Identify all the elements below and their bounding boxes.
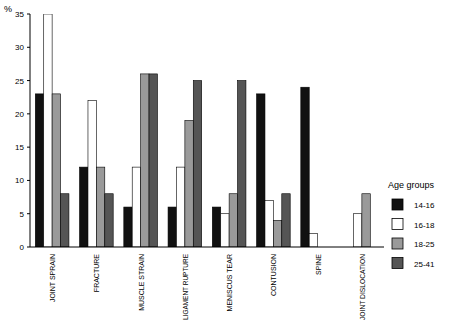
bar xyxy=(265,200,273,247)
bar xyxy=(257,94,265,247)
bar xyxy=(273,220,281,247)
y-axis-label: % xyxy=(4,4,12,14)
bar xyxy=(88,101,96,247)
bar xyxy=(301,87,309,247)
bar xyxy=(212,207,220,247)
bars xyxy=(35,14,370,247)
bar xyxy=(132,167,140,247)
bar xyxy=(221,214,229,247)
legend-title: Age groups xyxy=(388,180,435,190)
bar xyxy=(238,81,246,247)
bar xyxy=(185,121,193,247)
bar xyxy=(176,167,184,247)
bar xyxy=(282,194,290,247)
bar xyxy=(35,94,43,247)
bar xyxy=(149,74,157,247)
bar xyxy=(52,94,60,247)
bar xyxy=(309,234,317,247)
bar xyxy=(141,74,149,247)
legend-label: 25-41 xyxy=(414,260,435,269)
x-tick-label: MENISCUS TEAR xyxy=(226,254,233,311)
bar xyxy=(168,207,176,247)
x-tick-label: FRACTURE xyxy=(93,254,100,292)
legend-label: 14-16 xyxy=(414,201,435,210)
chart: % 0 5 10 15 20 25 30 35 JOINT SPRAIN FRACTURE MUSCL… xyxy=(0,0,456,326)
legend-label: 18-25 xyxy=(414,240,435,249)
legend-swatch xyxy=(392,238,403,249)
y-tick-label: 5 xyxy=(20,210,25,219)
legend-label: 16-18 xyxy=(414,221,435,230)
x-tick-label: CONTUSION xyxy=(270,254,277,296)
legend-swatch xyxy=(392,258,403,269)
bar xyxy=(105,194,113,247)
bar xyxy=(229,194,237,247)
y-tick-label: 10 xyxy=(15,176,24,185)
bar xyxy=(44,14,52,247)
legend-swatch xyxy=(392,199,403,210)
y-tick-label: 30 xyxy=(15,43,24,52)
x-tick-label: JOINT DISLOCATION xyxy=(359,254,366,320)
bar xyxy=(124,207,132,247)
bar xyxy=(362,194,370,247)
legend-swatch xyxy=(392,219,403,230)
bar xyxy=(96,167,104,247)
x-tick-label: MUSCLE STRAIN xyxy=(138,254,145,311)
y-tick-label: 0 xyxy=(20,243,25,252)
y-axis xyxy=(30,14,31,247)
bar xyxy=(61,194,69,247)
x-tick-label: SPINE xyxy=(315,254,322,275)
y-tick-label: 25 xyxy=(15,77,24,86)
bar xyxy=(80,167,88,247)
x-tick-label: JOINT SPRAIN xyxy=(49,254,56,302)
y-tick-label: 15 xyxy=(15,143,24,152)
y-tick-label: 20 xyxy=(15,110,24,119)
y-tick-label: 35 xyxy=(15,10,24,19)
x-axis xyxy=(30,247,384,248)
bar xyxy=(353,214,361,247)
x-tick-label: LIGAMENT RUPTURE xyxy=(182,254,189,320)
bar xyxy=(193,81,201,247)
